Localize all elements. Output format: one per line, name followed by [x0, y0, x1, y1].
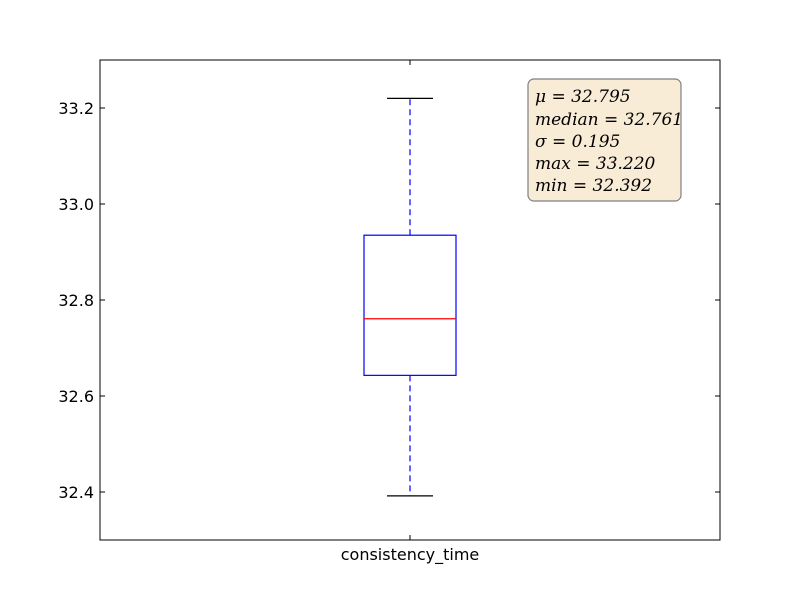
y-tick-label: 33.0 [58, 195, 94, 214]
y-tick-label: 32.4 [58, 483, 94, 502]
stat-sigma: σ = 0.195 [535, 132, 620, 152]
stat-min: min = 32.392 [535, 176, 652, 196]
stat-mean: μ = 32.795 [535, 87, 631, 107]
stats-box-background [527, 78, 682, 202]
y-tick-label: 33.2 [58, 99, 94, 118]
x-category-label: consistency_time [341, 545, 480, 565]
stats-box: μ = 32.795 median = 32.761 σ = 0.195 max… [527, 78, 683, 202]
stat-median: median = 32.761 [535, 110, 683, 130]
y-tick-label: 32.6 [58, 387, 94, 406]
iqr-box [363, 234, 457, 376]
stat-max: max = 33.220 [535, 154, 656, 174]
y-tick-label: 32.8 [58, 291, 94, 310]
